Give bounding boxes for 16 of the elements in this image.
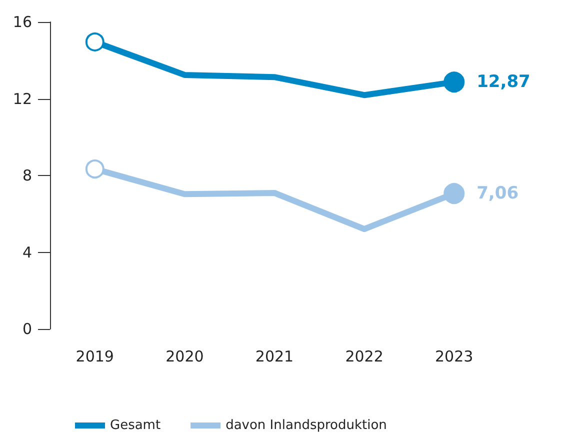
y-tick-label: 12 xyxy=(12,90,32,108)
y-tick-label: 8 xyxy=(22,166,32,184)
y-tick-label: 4 xyxy=(22,243,32,262)
data-label: 7,06 xyxy=(476,184,519,204)
legend-label: davon Inlandsproduktion xyxy=(226,418,387,433)
y-tick-label: 0 xyxy=(22,320,32,338)
x-tick-label: 2019 xyxy=(76,348,114,366)
y-tick-label: 16 xyxy=(12,13,32,31)
x-tick-label: 2021 xyxy=(255,348,294,366)
x-tick-label: 2020 xyxy=(166,348,204,366)
legend-label: Gesamt xyxy=(110,418,161,433)
point xyxy=(444,72,465,93)
data-label: 12,87 xyxy=(476,72,530,92)
x-tick-label: 2022 xyxy=(345,348,384,366)
point xyxy=(444,183,465,204)
x-tick-label: 2023 xyxy=(435,348,474,366)
